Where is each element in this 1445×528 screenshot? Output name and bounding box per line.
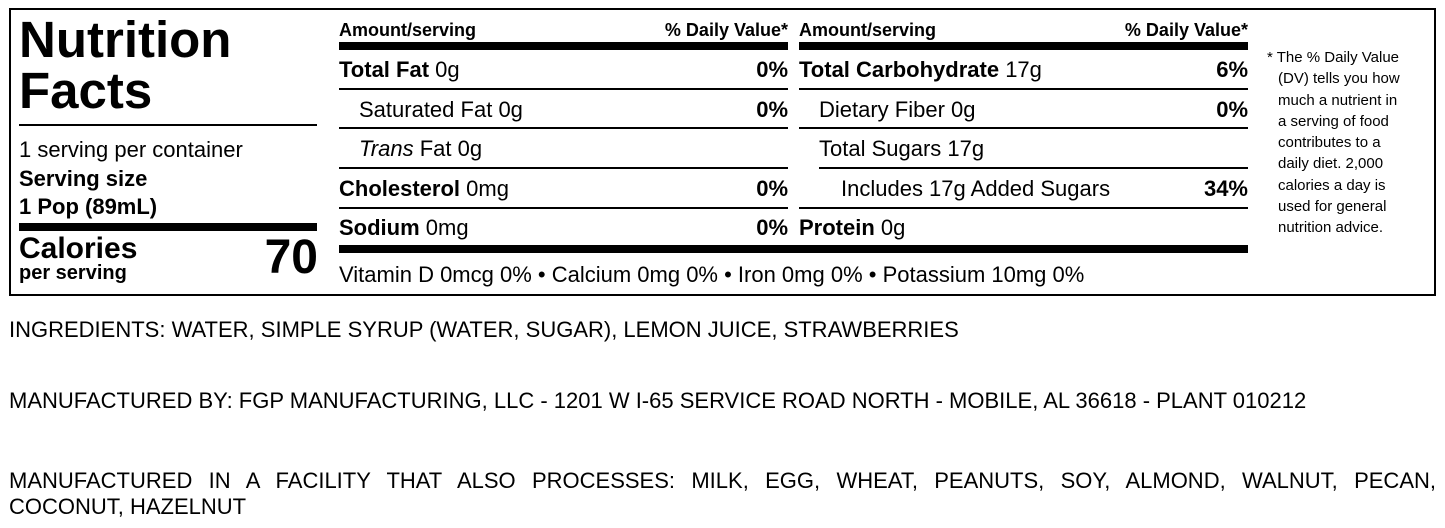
nutrient-dv: 6% [1216, 57, 1248, 82]
nutrient-name: Total Sugars [819, 136, 942, 161]
nutrient-row-total-sugars: Total Sugars 17g [799, 136, 1248, 162]
row-divider [799, 88, 1248, 90]
nutrient-name: Total Fat [339, 57, 430, 82]
footnote-line: nutrition advice. [1278, 219, 1384, 237]
nutrient-amount: 0g [457, 136, 483, 161]
nutrient-row-total-carbohydrate: Total Carbohydrate 17g 6% [799, 57, 1248, 83]
facility-line-1: MANUFACTURED IN A FACILITY THAT ALSO PRO… [9, 468, 1436, 493]
nutrient-amount: 0g [498, 97, 523, 122]
nutrient-row-added-sugars: Includes 17g Added Sugars 34% [799, 176, 1248, 202]
row-divider [819, 167, 1248, 169]
ingredients-text: INGREDIENTS: WATER, SIMPLE SYRUP (WATER,… [9, 317, 959, 342]
footnote-line: much a nutrient in [1278, 91, 1398, 109]
right-column-header: Amount/serving % Daily Value* [799, 19, 1248, 41]
nutrient-amount: 17g [947, 136, 985, 161]
amount-serving-header: Amount/serving [799, 20, 937, 40]
nutrient-name: Includes 17g Added Sugars [841, 176, 1111, 201]
nutrient-name: Dietary Fiber [819, 97, 945, 122]
nutrient-dv: 0% [756, 57, 788, 82]
nutrient-row-cholesterol: Cholesterol 0mg 0% [339, 176, 788, 202]
nutrition-facts-label [9, 8, 1436, 296]
label-title: Nutrition Facts [19, 14, 231, 116]
nutrient-row-sodium: Sodium 0mg 0% [339, 215, 788, 241]
nutrient-row-saturated-fat: Saturated Fat 0g 0% [339, 97, 788, 123]
nutrient-row-total-fat: Total Fat 0g 0% [339, 57, 788, 83]
nutrient-amount: 0g [951, 97, 976, 122]
footnote-line: contributes to a [1278, 134, 1381, 152]
allergen-facility-text: MANUFACTURED IN A FACILITY THAT ALSO PRO… [9, 468, 1436, 520]
nutrient-dv: 0% [756, 215, 788, 240]
divider-thin [19, 124, 317, 126]
divider-thick [339, 42, 788, 50]
row-divider [339, 167, 788, 169]
nutrient-dv: 0% [1216, 97, 1248, 122]
nutrient-amount: 17g [1005, 57, 1042, 82]
nutrient-dv: 0% [756, 97, 788, 122]
calories-value: 70 [264, 231, 318, 284]
footnote-line: daily diet. 2,000 [1278, 155, 1384, 173]
nutrient-name: Total Carbohydrate [799, 57, 1000, 82]
nutrient-amount: 0mg [466, 176, 509, 201]
row-divider [339, 127, 788, 129]
row-divider [799, 207, 1248, 209]
nutrient-name: Cholesterol [339, 176, 461, 201]
nutrient-row-trans-fat: Trans Fat 0g [339, 136, 788, 162]
title-line-2: Facts [19, 62, 153, 119]
footnote-line: * The % Daily Value [1267, 49, 1400, 66]
calories-label: Calories [19, 232, 138, 265]
nutrient-row-protein: Protein 0g [799, 215, 1248, 241]
nutrient-name-suffix: Fat [419, 136, 452, 161]
footnote-line: (DV) tells you how [1278, 70, 1400, 88]
divider-thick [339, 245, 1248, 253]
nutrient-name: Protein [799, 215, 875, 240]
nutrient-name: Sodium [339, 215, 420, 240]
servings-per-container: 1 serving per container [19, 137, 243, 162]
nutrient-amount: 0g [880, 215, 906, 240]
vitamins-minerals: Vitamin D 0mcg 0% • Calcium 0mg 0% • Iro… [339, 262, 1085, 287]
nutrient-name: Saturated Fat [359, 97, 493, 122]
serving-size-value: 1 Pop (89mL) [19, 194, 158, 219]
footnote-line: a serving of food [1278, 112, 1389, 130]
divider-thick [799, 42, 1248, 50]
daily-value-header: % Daily Value* [1124, 20, 1248, 40]
amount-serving-header: Amount/serving [339, 20, 477, 40]
title-line-1: Nutrition [19, 11, 232, 68]
daily-value-footnote: * The % Daily Value (DV) tells you how m… [1267, 47, 1432, 239]
serving-size-label: Serving size [19, 166, 148, 191]
nutrient-amount: 0mg [425, 215, 469, 240]
manufacturer-text: MANUFACTURED BY: FGP MANUFACTURING, LLC … [9, 388, 1307, 413]
footnote-line: calories a day is [1278, 176, 1386, 194]
nutrient-amount: 0g [435, 57, 460, 82]
row-divider [339, 207, 788, 209]
calories-per-serving: per serving [19, 262, 127, 284]
row-divider [799, 127, 1248, 129]
left-column-header: Amount/serving % Daily Value* [339, 19, 788, 41]
daily-value-header: % Daily Value* [664, 20, 788, 40]
facility-line-2: COCONUT, HAZELNUT [9, 494, 247, 519]
footnote-line: used for general [1278, 198, 1387, 216]
nutrient-name: Trans [359, 136, 414, 161]
divider-thick [19, 223, 317, 231]
nutrient-dv: 0% [756, 176, 788, 201]
row-divider [339, 88, 788, 90]
nutrient-dv: 34% [1203, 176, 1248, 201]
nutrient-row-dietary-fiber: Dietary Fiber 0g 0% [799, 97, 1248, 123]
